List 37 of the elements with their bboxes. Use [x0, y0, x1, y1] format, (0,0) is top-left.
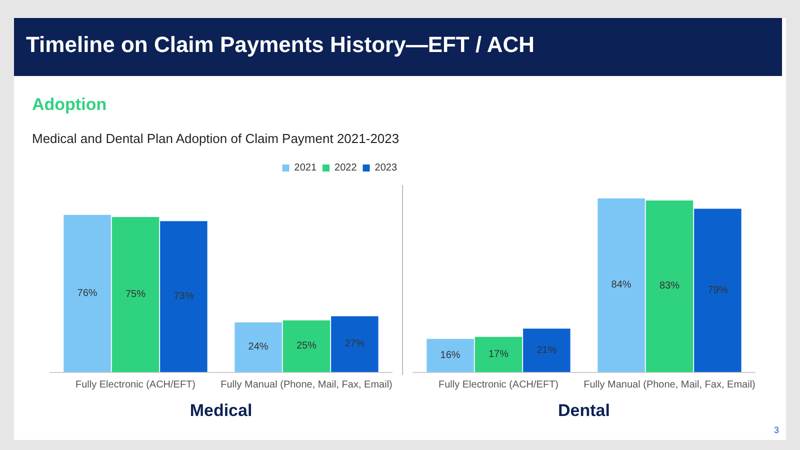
- bar: [598, 198, 645, 372]
- legend-label: 2022: [334, 162, 358, 174]
- data-label: 76%: [77, 288, 98, 299]
- data-label: 79%: [708, 284, 728, 296]
- x-axis-title: Medical: [190, 401, 252, 420]
- chart-subtitle: Adoption: [32, 95, 107, 115]
- data-label: 83%: [659, 280, 680, 292]
- data-label: 73%: [174, 291, 194, 302]
- bar: [474, 336, 522, 372]
- bar: [646, 200, 694, 372]
- x-tick-label: Fully Electronic (ACH/EFT): [75, 380, 196, 390]
- text: Medical and Dental Plan Adoption of Claim Payment 2021-2023: [32, 131, 400, 146]
- data-label: 16%: [440, 350, 460, 361]
- bar: [112, 217, 160, 372]
- x-tick-label: Fully Electronic (ACH/EFT): [438, 380, 559, 390]
- chart-title: Timeline on Claim Payments History—EFT / ACH: [26, 32, 535, 58]
- data-label: 27%: [344, 338, 365, 350]
- bar: [426, 338, 474, 372]
- x-tick-label: Fully Manual (Phone, Mail, Fax, Email): [220, 380, 392, 390]
- bar: [160, 221, 208, 372]
- legend-label: 2021: [294, 162, 317, 174]
- bar: [523, 328, 570, 372]
- x-axis-title: Dental: [558, 401, 610, 420]
- bar: [282, 320, 330, 372]
- bar: [331, 316, 378, 372]
- text: 3: [774, 425, 780, 435]
- bar: [234, 322, 282, 372]
- data-label: 24%: [248, 342, 268, 353]
- data-label: 21%: [536, 344, 557, 356]
- x-tick-label: Fully Manual (Phone, Mail, Fax, Email): [584, 380, 756, 390]
- data-label: 17%: [488, 348, 509, 360]
- bar: [64, 214, 111, 372]
- bar: [694, 208, 742, 372]
- data-label: 75%: [125, 289, 146, 300]
- data-label: 84%: [611, 280, 632, 291]
- data-label: 25%: [296, 340, 317, 352]
- legend-label: 2023: [374, 162, 398, 174]
